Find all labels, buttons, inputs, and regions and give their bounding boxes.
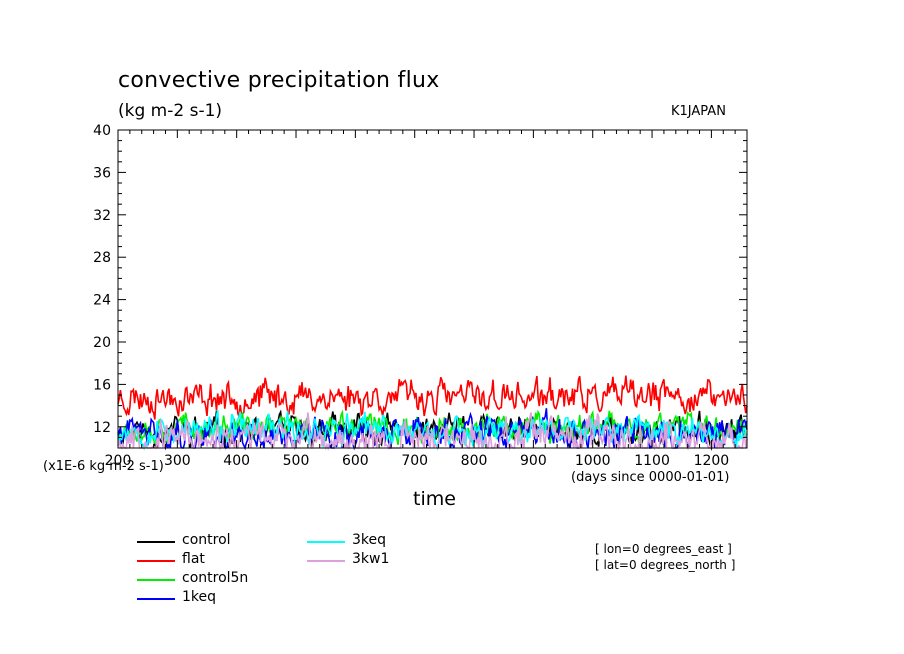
legend-label-control: control	[182, 532, 231, 548]
legend-swatch-3kw1	[307, 560, 345, 562]
x-tick-label: 300	[164, 453, 191, 469]
chart-units: (kg m-2 s-1)	[118, 101, 223, 121]
series-line-3kw1	[117, 412, 748, 452]
dataset-tag: K1JAPAN	[671, 104, 726, 119]
y-tick-label: 32	[93, 208, 111, 224]
x-tick-label: 200	[105, 453, 132, 469]
location-lon: [ lon=0 degrees_east ]	[595, 542, 732, 556]
x-axis-label: time	[413, 488, 456, 510]
x-tick-label: 1000	[575, 453, 611, 469]
legend-swatch-3keq	[307, 541, 345, 543]
x-tick-label: 600	[342, 453, 369, 469]
legend-swatch-control5n	[137, 579, 175, 581]
y-tick-label: 24	[93, 293, 111, 309]
x-tick-label: 500	[283, 453, 310, 469]
y-tick-label: 40	[93, 123, 111, 139]
legend-label-1keq: 1keq	[182, 589, 217, 605]
legend-label-3keq: 3keq	[352, 532, 387, 548]
legend-swatch-1keq	[137, 598, 175, 600]
x-tick-label: 1100	[634, 453, 670, 469]
chart-title: convective precipitation flux	[118, 68, 440, 93]
y-tick-label: 16	[93, 377, 111, 393]
y-tick-label: 36	[93, 165, 111, 181]
x-tick-label: 1200	[694, 453, 730, 469]
x-axis-units: (days since 0000-01-01)	[571, 470, 730, 485]
legend-label-flat: flat	[182, 551, 205, 567]
y-tick-label: 12	[93, 420, 111, 436]
legend-label-control5n: control5n	[182, 570, 249, 586]
location-lat: [ lat=0 degrees_north ]	[595, 558, 736, 572]
series-line-flat	[117, 375, 748, 420]
x-tick-label: 700	[401, 453, 428, 469]
y-tick-label: 20	[93, 335, 111, 351]
x-tick-label: 900	[520, 453, 547, 469]
series-line-control5n	[117, 409, 748, 446]
legend-label-3kw1: 3kw1	[352, 551, 390, 567]
x-tick-label: 800	[461, 453, 488, 469]
y-tick-label: 28	[93, 250, 111, 266]
scale-factor: (x1E-6 kg m-2 s-1)	[43, 459, 164, 474]
x-tick-label: 400	[223, 453, 250, 469]
legend-swatch-control	[137, 541, 175, 543]
legend-swatch-flat	[137, 560, 175, 562]
